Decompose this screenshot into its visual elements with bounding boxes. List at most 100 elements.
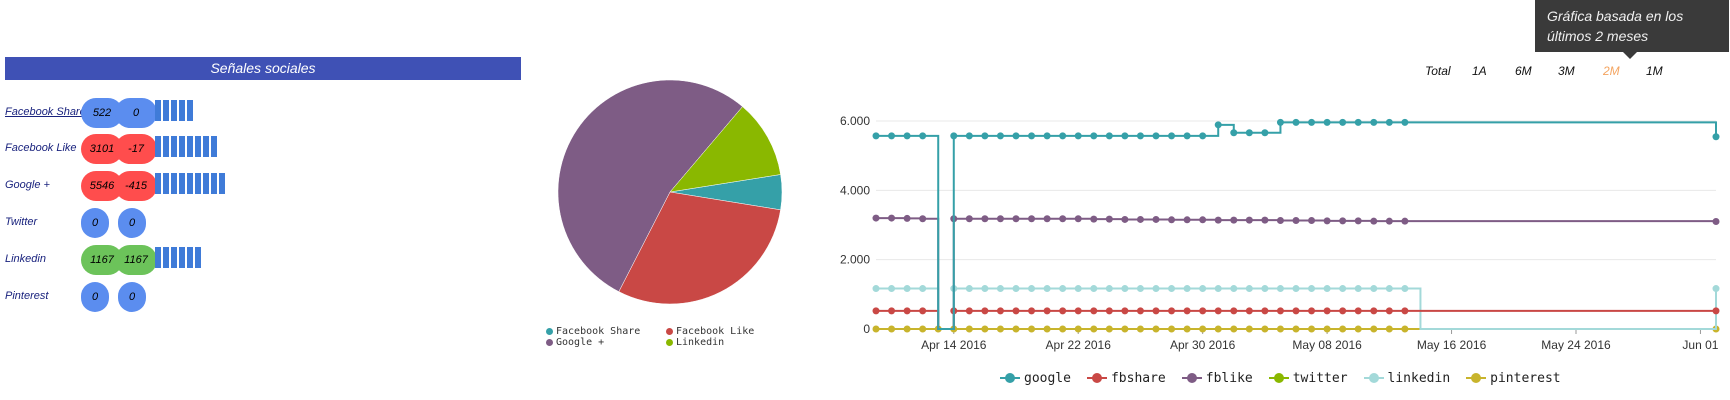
legend-item-linkedin[interactable]: linkedin xyxy=(1363,368,1451,388)
data-point-fbshare xyxy=(1339,307,1347,315)
meter-segment xyxy=(203,136,209,157)
social-change-pill: 0 xyxy=(115,98,157,128)
data-point-fblike xyxy=(903,214,911,222)
range-button-6m[interactable]: 6M xyxy=(1515,64,1532,78)
data-point-fbshare xyxy=(888,307,896,315)
social-count-pill: 5546 xyxy=(81,171,123,201)
data-point-google xyxy=(1385,118,1393,126)
social-bar-meter xyxy=(155,136,217,157)
data-point-pinterest xyxy=(1183,325,1191,333)
data-point-fbshare xyxy=(1136,307,1144,315)
data-point-fbshare xyxy=(1183,307,1191,315)
x-tick-label: Apr 30 2016 xyxy=(1170,338,1236,352)
data-point-google xyxy=(919,132,927,140)
data-point-google xyxy=(1339,118,1347,126)
data-point-linkedin xyxy=(888,285,896,293)
data-point-fbshare xyxy=(1105,307,1113,315)
data-point-pinterest xyxy=(1121,325,1129,333)
data-point-google xyxy=(950,132,958,140)
data-point-pinterest xyxy=(1370,325,1378,333)
data-point-pinterest xyxy=(1214,325,1222,333)
data-point-google xyxy=(1043,132,1051,140)
range-button-1m[interactable]: 1M xyxy=(1646,64,1663,78)
legend-item-fblike[interactable]: fblike xyxy=(1181,368,1253,388)
data-point-linkedin xyxy=(1292,285,1300,293)
pie-legend-item: Google + xyxy=(546,337,604,348)
data-point-google xyxy=(1712,133,1720,141)
social-change-pill: -17 xyxy=(115,134,157,164)
data-point-google xyxy=(1354,118,1362,126)
data-point-fblike xyxy=(1339,217,1347,225)
data-point-linkedin xyxy=(903,285,911,293)
data-point-pinterest xyxy=(872,325,880,333)
social-row-label[interactable]: Facebook Share xyxy=(5,106,86,118)
range-button-3m[interactable]: 3M xyxy=(1558,64,1575,78)
legend-dot-icon xyxy=(666,339,673,346)
legend-dot xyxy=(1091,373,1102,383)
pie-slice xyxy=(618,191,781,305)
social-count-pill: 0 xyxy=(81,282,109,312)
legend-marker-icon xyxy=(1466,373,1487,383)
data-point-linkedin xyxy=(1401,285,1409,293)
social-change-pill: 1167 xyxy=(115,245,157,275)
data-point-google xyxy=(1245,129,1253,137)
line-chart: 0 2.000 4.000 6.000 Apr 14 2016 Apr 22 2016 Ap… xyxy=(840,114,1720,352)
data-point-fblike xyxy=(1292,216,1300,224)
data-point-fbshare xyxy=(1059,307,1067,315)
data-point-fbshare xyxy=(1168,307,1176,315)
data-point-pinterest xyxy=(1012,325,1020,333)
legend-marker-icon xyxy=(1000,373,1020,383)
legend-label: google xyxy=(1024,370,1071,386)
data-point-linkedin xyxy=(1168,285,1176,293)
meter-segment xyxy=(155,247,161,268)
data-point-fbshare xyxy=(1323,307,1331,315)
data-point-fbshare xyxy=(1385,307,1393,315)
range-button-1a[interactable]: 1A xyxy=(1472,64,1487,78)
data-point-fbshare xyxy=(1090,307,1098,315)
data-point-fbshare xyxy=(1043,307,1051,315)
pie-legend-item: Facebook Share xyxy=(546,326,640,337)
meter-segment xyxy=(179,173,185,194)
pie-chart xyxy=(557,79,783,305)
data-point-pinterest xyxy=(1136,325,1144,333)
data-point-fblike xyxy=(872,214,880,222)
data-point-linkedin xyxy=(1261,285,1269,293)
legend-item-fbshare[interactable]: fbshare xyxy=(1086,368,1166,388)
data-point-google xyxy=(1059,132,1067,140)
pie-legend-item: Linkedin xyxy=(666,337,724,348)
data-point-google xyxy=(1012,132,1020,140)
data-point-google xyxy=(888,132,896,140)
meter-segment xyxy=(155,100,161,121)
data-point-linkedin xyxy=(872,285,880,293)
data-point-fbshare xyxy=(965,307,973,315)
legend-label: linkedin xyxy=(1387,370,1451,386)
data-point-fblike xyxy=(1121,215,1129,223)
range-button-2m[interactable]: 2M xyxy=(1603,64,1620,78)
meter-segment xyxy=(187,247,193,268)
legend-item-pinterest[interactable]: pinterest xyxy=(1466,368,1561,388)
data-point-fbshare xyxy=(919,307,927,315)
data-point-fblike xyxy=(1370,217,1378,225)
data-point-linkedin xyxy=(1090,285,1098,293)
data-point-linkedin xyxy=(1245,285,1253,293)
y-tick-label: 4.000 xyxy=(840,183,870,197)
data-point-linkedin xyxy=(1370,285,1378,293)
meter-segment xyxy=(211,173,217,194)
info-tooltip: Gráfica basada en los últimos 2 meses xyxy=(1535,0,1729,59)
data-point-pinterest xyxy=(1308,325,1316,333)
data-point-linkedin xyxy=(981,285,989,293)
social-change-pill: 0 xyxy=(118,208,146,238)
meter-segment xyxy=(171,100,177,121)
data-point-linkedin xyxy=(1712,285,1720,293)
legend-item-twitter[interactable]: twitter xyxy=(1268,368,1348,388)
range-button-total[interactable]: Total xyxy=(1425,64,1451,78)
data-point-pinterest xyxy=(1401,325,1409,333)
meter-segment xyxy=(211,136,217,157)
data-point-linkedin xyxy=(965,285,973,293)
data-point-fblike xyxy=(996,215,1004,223)
meter-segment xyxy=(155,136,161,157)
legend-item-google[interactable]: google xyxy=(1000,368,1071,388)
data-point-pinterest xyxy=(1199,325,1207,333)
data-point-fblike xyxy=(888,214,896,222)
social-row-label: Twitter xyxy=(5,216,38,228)
